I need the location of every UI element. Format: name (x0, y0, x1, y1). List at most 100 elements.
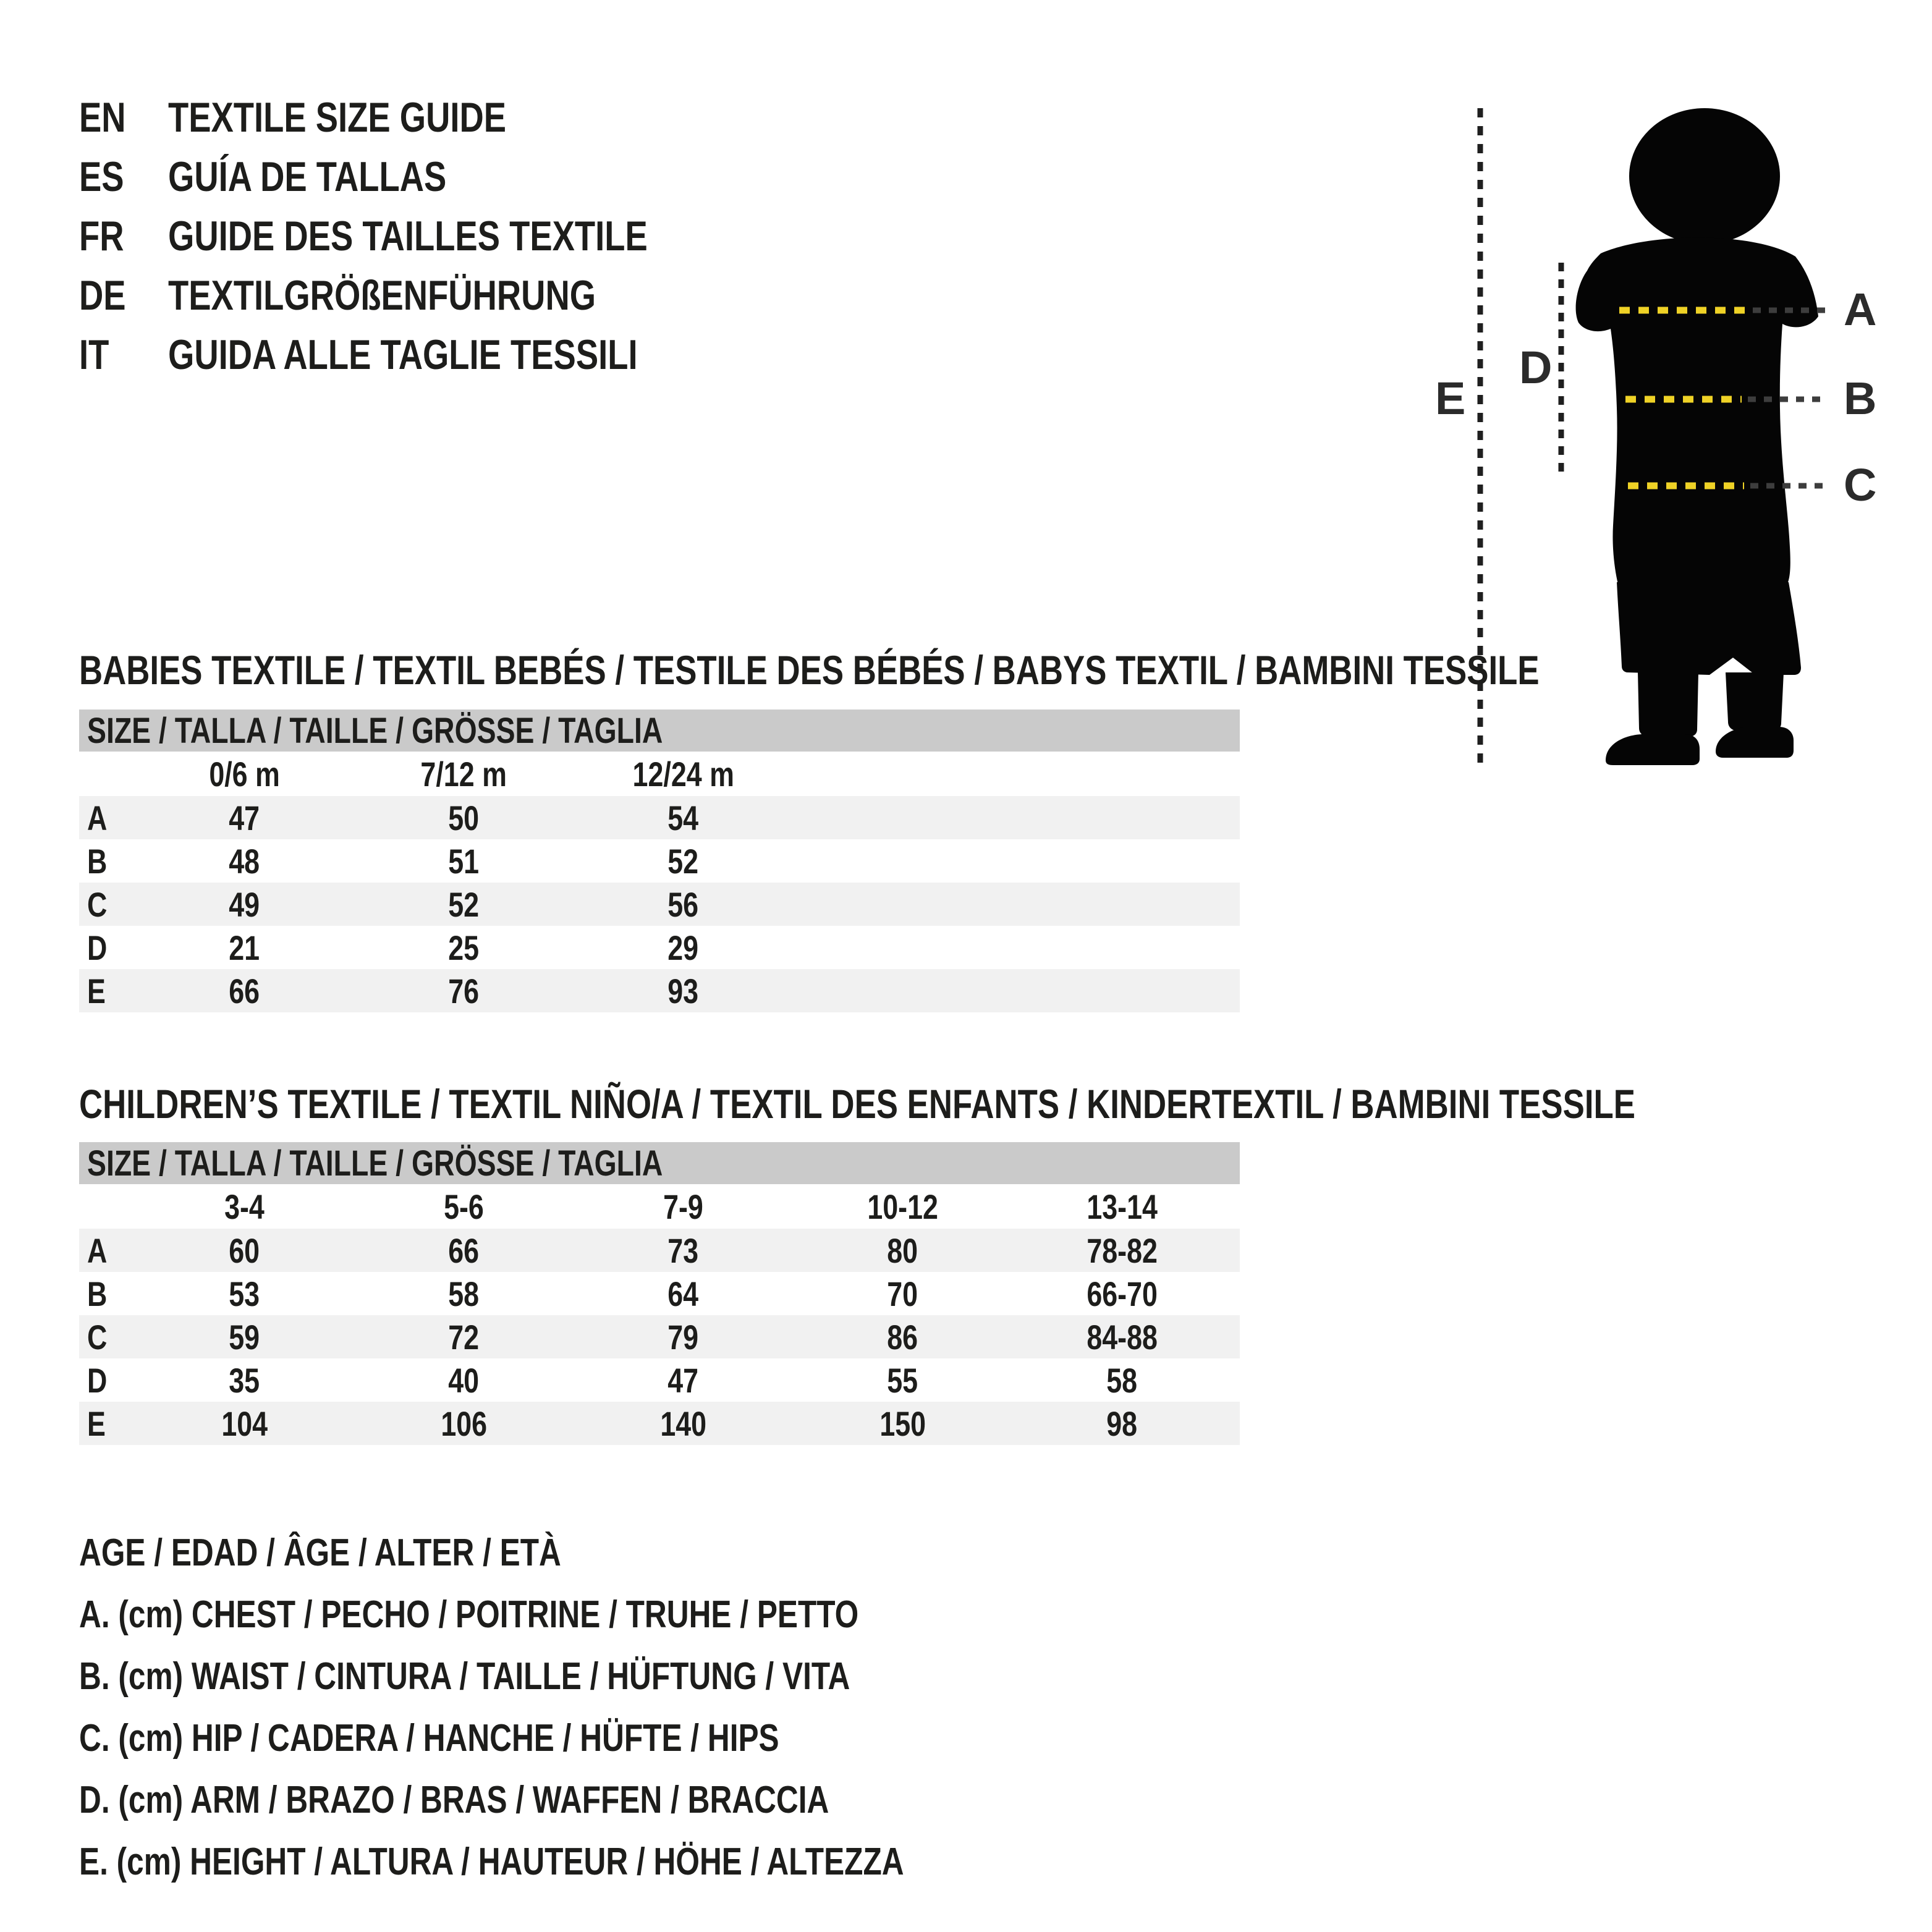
value-cell: 58 (1106, 1360, 1138, 1400)
label-height-e: E (1435, 373, 1465, 424)
language-row-es: ES GUÍA DE TALLAS (79, 147, 768, 206)
value-cell: 79 (667, 1317, 699, 1357)
value-cell: 76 (448, 971, 480, 1010)
value-cell: 52 (448, 884, 480, 924)
silhouette-right-leg (1726, 672, 1784, 731)
value-cell: 86 (887, 1317, 918, 1357)
language-row-en: EN TEXTILE SIZE GUIDE (79, 88, 768, 147)
column-header: 7-9 (663, 1187, 703, 1226)
value-cell: 93 (667, 971, 699, 1010)
value-cell: 50 (448, 798, 480, 837)
value-cell: 84-88 (1087, 1317, 1158, 1357)
value-cell: 51 (448, 841, 480, 881)
silhouette-right-shoe (1716, 727, 1794, 758)
value-cell: 40 (448, 1360, 480, 1400)
column-header-row: 3-4 5-6 7-9 10-12 13-14 (79, 1184, 1240, 1229)
table-row: D 21 25 29 (79, 926, 1240, 969)
row-label: A (87, 798, 108, 837)
language-code: FR (79, 213, 124, 260)
column-header: 7/12 m (420, 754, 507, 794)
silhouette-shorts (1617, 582, 1801, 675)
table-row: B 53 58 64 70 66-70 (79, 1272, 1240, 1315)
value-cell: 78-82 (1087, 1231, 1158, 1270)
value-cell: 70 (887, 1274, 918, 1313)
value-cell: 60 (229, 1231, 260, 1270)
table-row: A 60 66 73 80 78-82 (79, 1229, 1240, 1272)
size-header-bar: SIZE / TALLA / TAILLE / GRÖSSE / TAGLIA (79, 710, 1240, 752)
value-cell: 59 (229, 1317, 260, 1357)
value-cell: 150 (879, 1404, 926, 1443)
silhouette-left-leg (1638, 672, 1698, 737)
value-cell: 98 (1106, 1404, 1138, 1443)
value-cell: 56 (667, 884, 699, 924)
row-label: C (87, 884, 108, 924)
table-row: D 35 40 47 55 58 (79, 1358, 1240, 1402)
legend-item: C. (cm) HIP / CADERA / HANCHE / HÜFTE / … (79, 1716, 779, 1760)
measurement-legend: AGE / EDAD / ÂGE / ALTER / ETÀ A. (cm) C… (79, 1522, 1110, 1892)
value-cell: 104 (221, 1404, 268, 1443)
value-cell: 21 (229, 928, 260, 967)
table-row: E 66 76 93 (79, 969, 1240, 1012)
row-label: B (87, 1274, 108, 1313)
column-header: 3-4 (224, 1187, 265, 1226)
value-cell: 47 (229, 798, 260, 837)
size-header-bar: SIZE / TALLA / TAILLE / GRÖSSE / TAGLIA (79, 1142, 1240, 1184)
table-row: B 48 51 52 (79, 839, 1240, 883)
row-label: C (87, 1317, 108, 1357)
label-hip-c: C (1844, 459, 1876, 511)
language-title: GUIDA ALLE TAGLIE TESSILI (168, 331, 638, 378)
language-title-list: EN TEXTILE SIZE GUIDE ES GUÍA DE TALLAS … (79, 88, 768, 384)
value-cell: 52 (667, 841, 699, 881)
child-measurement-figure: A B C D E (1435, 108, 1876, 769)
value-cell: 66-70 (1087, 1274, 1158, 1313)
silhouette-head (1629, 108, 1780, 244)
value-cell: 47 (667, 1360, 699, 1400)
value-cell: 53 (229, 1274, 260, 1313)
row-label: A (87, 1231, 108, 1270)
column-header: 10-12 (867, 1187, 938, 1226)
babies-section-heading: BABIES TEXTILE / TEXTIL BEBÉS / TESTILE … (79, 647, 1540, 693)
language-code: EN (79, 94, 126, 141)
language-title: TEXTILE SIZE GUIDE (168, 94, 507, 141)
table-row: E 104 106 140 150 98 (79, 1402, 1240, 1445)
legend-item: D. (cm) ARM / BRAZO / BRAS / WAFFEN / BR… (79, 1778, 829, 1821)
value-cell: 55 (887, 1360, 918, 1400)
row-label: E (87, 1404, 106, 1443)
value-cell: 48 (229, 841, 260, 881)
children-size-table: SIZE / TALLA / TAILLE / GRÖSSE / TAGLIA … (79, 1142, 1240, 1445)
value-cell: 66 (448, 1231, 480, 1270)
legend-item: B. (cm) WAIST / CINTURA / TAILLE / HÜFTU… (79, 1654, 850, 1698)
language-code: IT (79, 331, 109, 378)
row-label: B (87, 841, 108, 881)
table-row: C 49 52 56 (79, 883, 1240, 926)
value-cell: 66 (229, 971, 260, 1010)
legend-item: A. (cm) CHEST / PECHO / POITRINE / TRUHE… (79, 1593, 859, 1636)
language-code: DE (79, 272, 126, 319)
value-cell: 58 (448, 1274, 480, 1313)
language-row-fr: FR GUIDE DES TAILLES TEXTILE (79, 206, 768, 266)
label-arm-d: D (1519, 342, 1552, 393)
column-header: 12/24 m (632, 754, 734, 794)
table-row: A 47 50 54 (79, 796, 1240, 839)
language-code: ES (79, 153, 124, 200)
value-cell: 49 (229, 884, 260, 924)
value-cell: 72 (448, 1317, 480, 1357)
value-cell: 25 (448, 928, 480, 967)
table-row: C 59 72 79 86 84-88 (79, 1315, 1240, 1358)
row-label: D (87, 1360, 108, 1400)
column-header: 0/6 m (209, 754, 280, 794)
value-cell: 64 (667, 1274, 699, 1313)
value-cell: 73 (667, 1231, 699, 1270)
value-cell: 54 (667, 798, 699, 837)
value-cell: 29 (667, 928, 699, 967)
label-chest-a: A (1844, 284, 1876, 335)
child-silhouette (1575, 108, 1818, 765)
column-header: 13-14 (1087, 1187, 1158, 1226)
value-cell: 35 (229, 1360, 260, 1400)
silhouette-left-shoe (1606, 734, 1700, 765)
value-cell: 140 (660, 1404, 706, 1443)
babies-size-table: SIZE / TALLA / TAILLE / GRÖSSE / TAGLIA … (79, 710, 1240, 1012)
label-waist-b: B (1844, 373, 1876, 424)
language-row-it: IT GUIDA ALLE TAGLIE TESSILI (79, 325, 768, 384)
